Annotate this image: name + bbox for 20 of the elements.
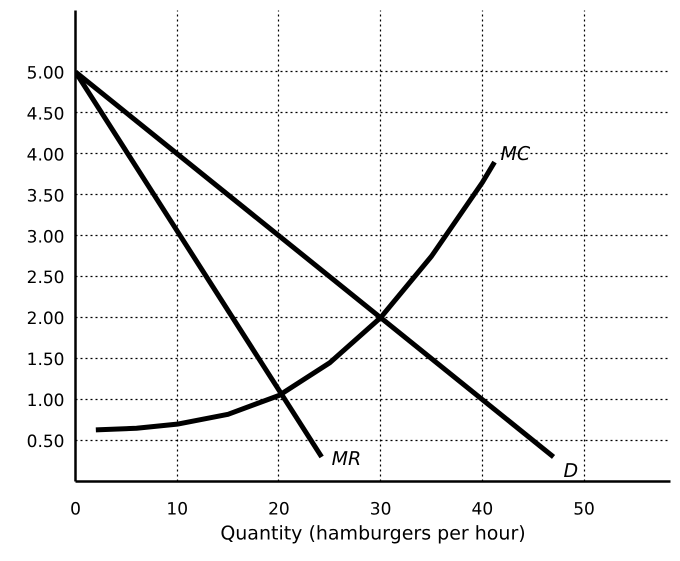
x-tick-label: 40 xyxy=(472,500,494,520)
y-tick-label: 3.00 xyxy=(26,227,65,248)
y-tick-label: 1.00 xyxy=(26,391,65,412)
y-tick-label: 2.00 xyxy=(26,309,65,330)
y-tick-label: 4.00 xyxy=(26,145,65,166)
y-tick-label: 3.50 xyxy=(26,186,65,206)
x-tick-label: 50 xyxy=(573,500,595,520)
series-label: MC xyxy=(500,143,531,166)
y-tick-label: 4.50 xyxy=(26,104,65,124)
y-tick-label: 2.50 xyxy=(26,268,65,288)
x-tick-label: 0 xyxy=(70,500,81,520)
x-tick-label: 20 xyxy=(268,500,290,520)
series-label: MR xyxy=(332,448,362,470)
x-axis-title: Quantity (hamburgers per hour) xyxy=(220,522,526,544)
x-tick-label: 30 xyxy=(370,500,392,520)
y-tick-label: 0.50 xyxy=(26,432,65,452)
series-label: D xyxy=(564,460,578,482)
y-tick-label: 5.00 xyxy=(26,63,65,84)
x-tick-label: 10 xyxy=(166,500,188,520)
y-tick-label: 1.50 xyxy=(26,350,65,370)
